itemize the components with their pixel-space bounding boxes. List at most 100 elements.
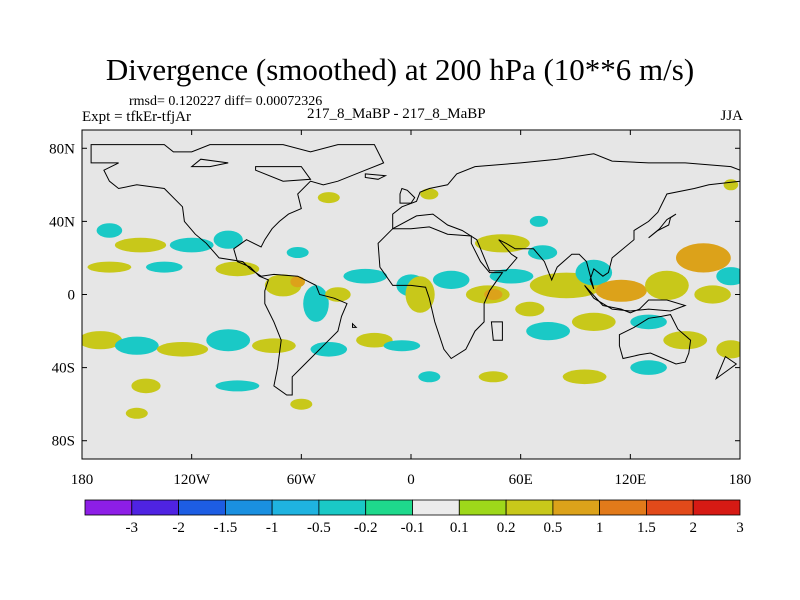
colorbar-swatch (646, 499, 694, 516)
divergence-patch (290, 398, 313, 410)
divergence-patch (645, 270, 689, 300)
x-tick-label: 120W (173, 472, 211, 488)
divergence-patch (716, 340, 740, 359)
stats-text: rmsd= 0.120227 diff= 0.00072326 (129, 94, 323, 109)
divergence-patch (125, 407, 148, 419)
divergence-patch (418, 371, 441, 383)
colorbar-swatch (224, 499, 273, 516)
contour-fill-layer (82, 179, 740, 419)
x-tick-label: 60E (509, 472, 533, 488)
divergence-patch (694, 285, 731, 304)
divergence-patch (663, 331, 708, 350)
colorbar-swatch (271, 499, 320, 516)
colorbar-label: -2 (172, 520, 185, 536)
divergence-patch (206, 329, 251, 352)
divergence-patch (213, 230, 243, 249)
x-tick-label: 60W (287, 472, 317, 488)
coastline (364, 173, 388, 180)
coastline (648, 213, 677, 239)
divergence-patch (630, 360, 667, 375)
colorbar-swatch (412, 499, 460, 516)
divergence-patch (303, 285, 329, 322)
divergence-patch (529, 215, 549, 227)
colorbar-label: -1.5 (214, 520, 238, 536)
divergence-patch (356, 332, 393, 348)
divergence-patch (252, 338, 296, 354)
divergence-patch (317, 192, 340, 204)
colorbar-swatch (692, 499, 741, 516)
colorbar-label: 1 (596, 520, 604, 536)
colorbar-label: 0.1 (450, 520, 469, 536)
divergence-patch (630, 314, 667, 330)
colorbar-label: -0.1 (401, 520, 425, 536)
divergence-patch (96, 223, 123, 238)
coastline (90, 144, 385, 396)
coastline (190, 158, 229, 168)
divergence-patch (114, 336, 159, 355)
coastline (618, 314, 692, 365)
divergence-patch (723, 179, 739, 191)
coastline (352, 322, 358, 328)
x-tick-label: 0 (407, 472, 415, 488)
x-tick-label: 180 (71, 472, 94, 488)
coastline (377, 226, 504, 360)
case-label: 217_8_MaBP - 217_8_MaBP (307, 106, 486, 122)
divergence-patch (290, 276, 306, 288)
divergence-patch (478, 371, 508, 383)
divergence-patch (575, 259, 613, 286)
x-axis: 180 120W 60W 0 60E 120E 180 (71, 130, 752, 488)
colorbar-swatch (131, 499, 180, 516)
divergence-patch (131, 378, 161, 394)
divergence-patch (420, 188, 439, 200)
divergence-patch (215, 261, 260, 277)
divergence-patch (169, 237, 214, 253)
coastline (584, 285, 687, 314)
divergence-patch (146, 261, 183, 273)
y-tick-label: 40N (49, 214, 75, 230)
divergence-patch (562, 369, 607, 385)
divergence-patch (528, 245, 558, 260)
divergence-patch (383, 340, 421, 352)
colorbar-label: 3 (736, 520, 744, 536)
colorbar-swatch (318, 499, 367, 516)
y-tick-label: 0 (68, 288, 76, 304)
colorbar-swatch (84, 499, 133, 516)
y-tick-label: 80N (49, 141, 75, 157)
coastline-layer (90, 144, 740, 396)
divergence-patch (515, 301, 545, 317)
colorbar-swatch (599, 499, 647, 516)
season-label: JJA (720, 108, 743, 124)
colorbar-label: 0.2 (497, 520, 516, 536)
colorbar-label: -3 (126, 520, 139, 536)
colorbar-swatch (365, 499, 413, 516)
divergence-patch (87, 261, 132, 273)
colorbar-label: 1.5 (637, 520, 656, 536)
coastline (255, 166, 312, 182)
colorbar-label: -1 (266, 520, 279, 536)
divergence-patch (114, 237, 167, 253)
x-tick-label: 120E (614, 472, 646, 488)
coastline (490, 321, 503, 341)
colorbar-swatch (552, 499, 601, 516)
coastline (399, 187, 416, 204)
divergence-patch (286, 247, 309, 258)
colorbar-swatch (458, 499, 507, 516)
colorbar-swatch (178, 499, 226, 516)
colorbar: -3 -2 -1.5 -1 -0.5 -0.2 -0.1 0.1 0.2 0.5 1 1.5 2 3 (84, 499, 744, 536)
coastline (715, 355, 738, 381)
colorbar-swatch (505, 499, 554, 516)
y-tick-label: 40S (52, 361, 75, 377)
divergence-patch (571, 312, 616, 331)
x-tick-label: 180 (729, 472, 752, 488)
divergence-patch (156, 342, 209, 357)
y-axis: 80N 40N 0 40S 80S (49, 141, 740, 450)
divergence-patch (526, 322, 570, 341)
divergence-patch (82, 331, 123, 350)
colorbar-label: 2 (689, 520, 697, 536)
colorbar-label: 0.5 (544, 520, 563, 536)
divergence-patch (676, 243, 731, 273)
divergence-patch (432, 270, 470, 289)
chart-title: Divergence (smoothed) at 200 hPa (10**6 … (105, 52, 695, 87)
experiment-label: Expt = tfkEr-tfjAr (82, 109, 191, 125)
